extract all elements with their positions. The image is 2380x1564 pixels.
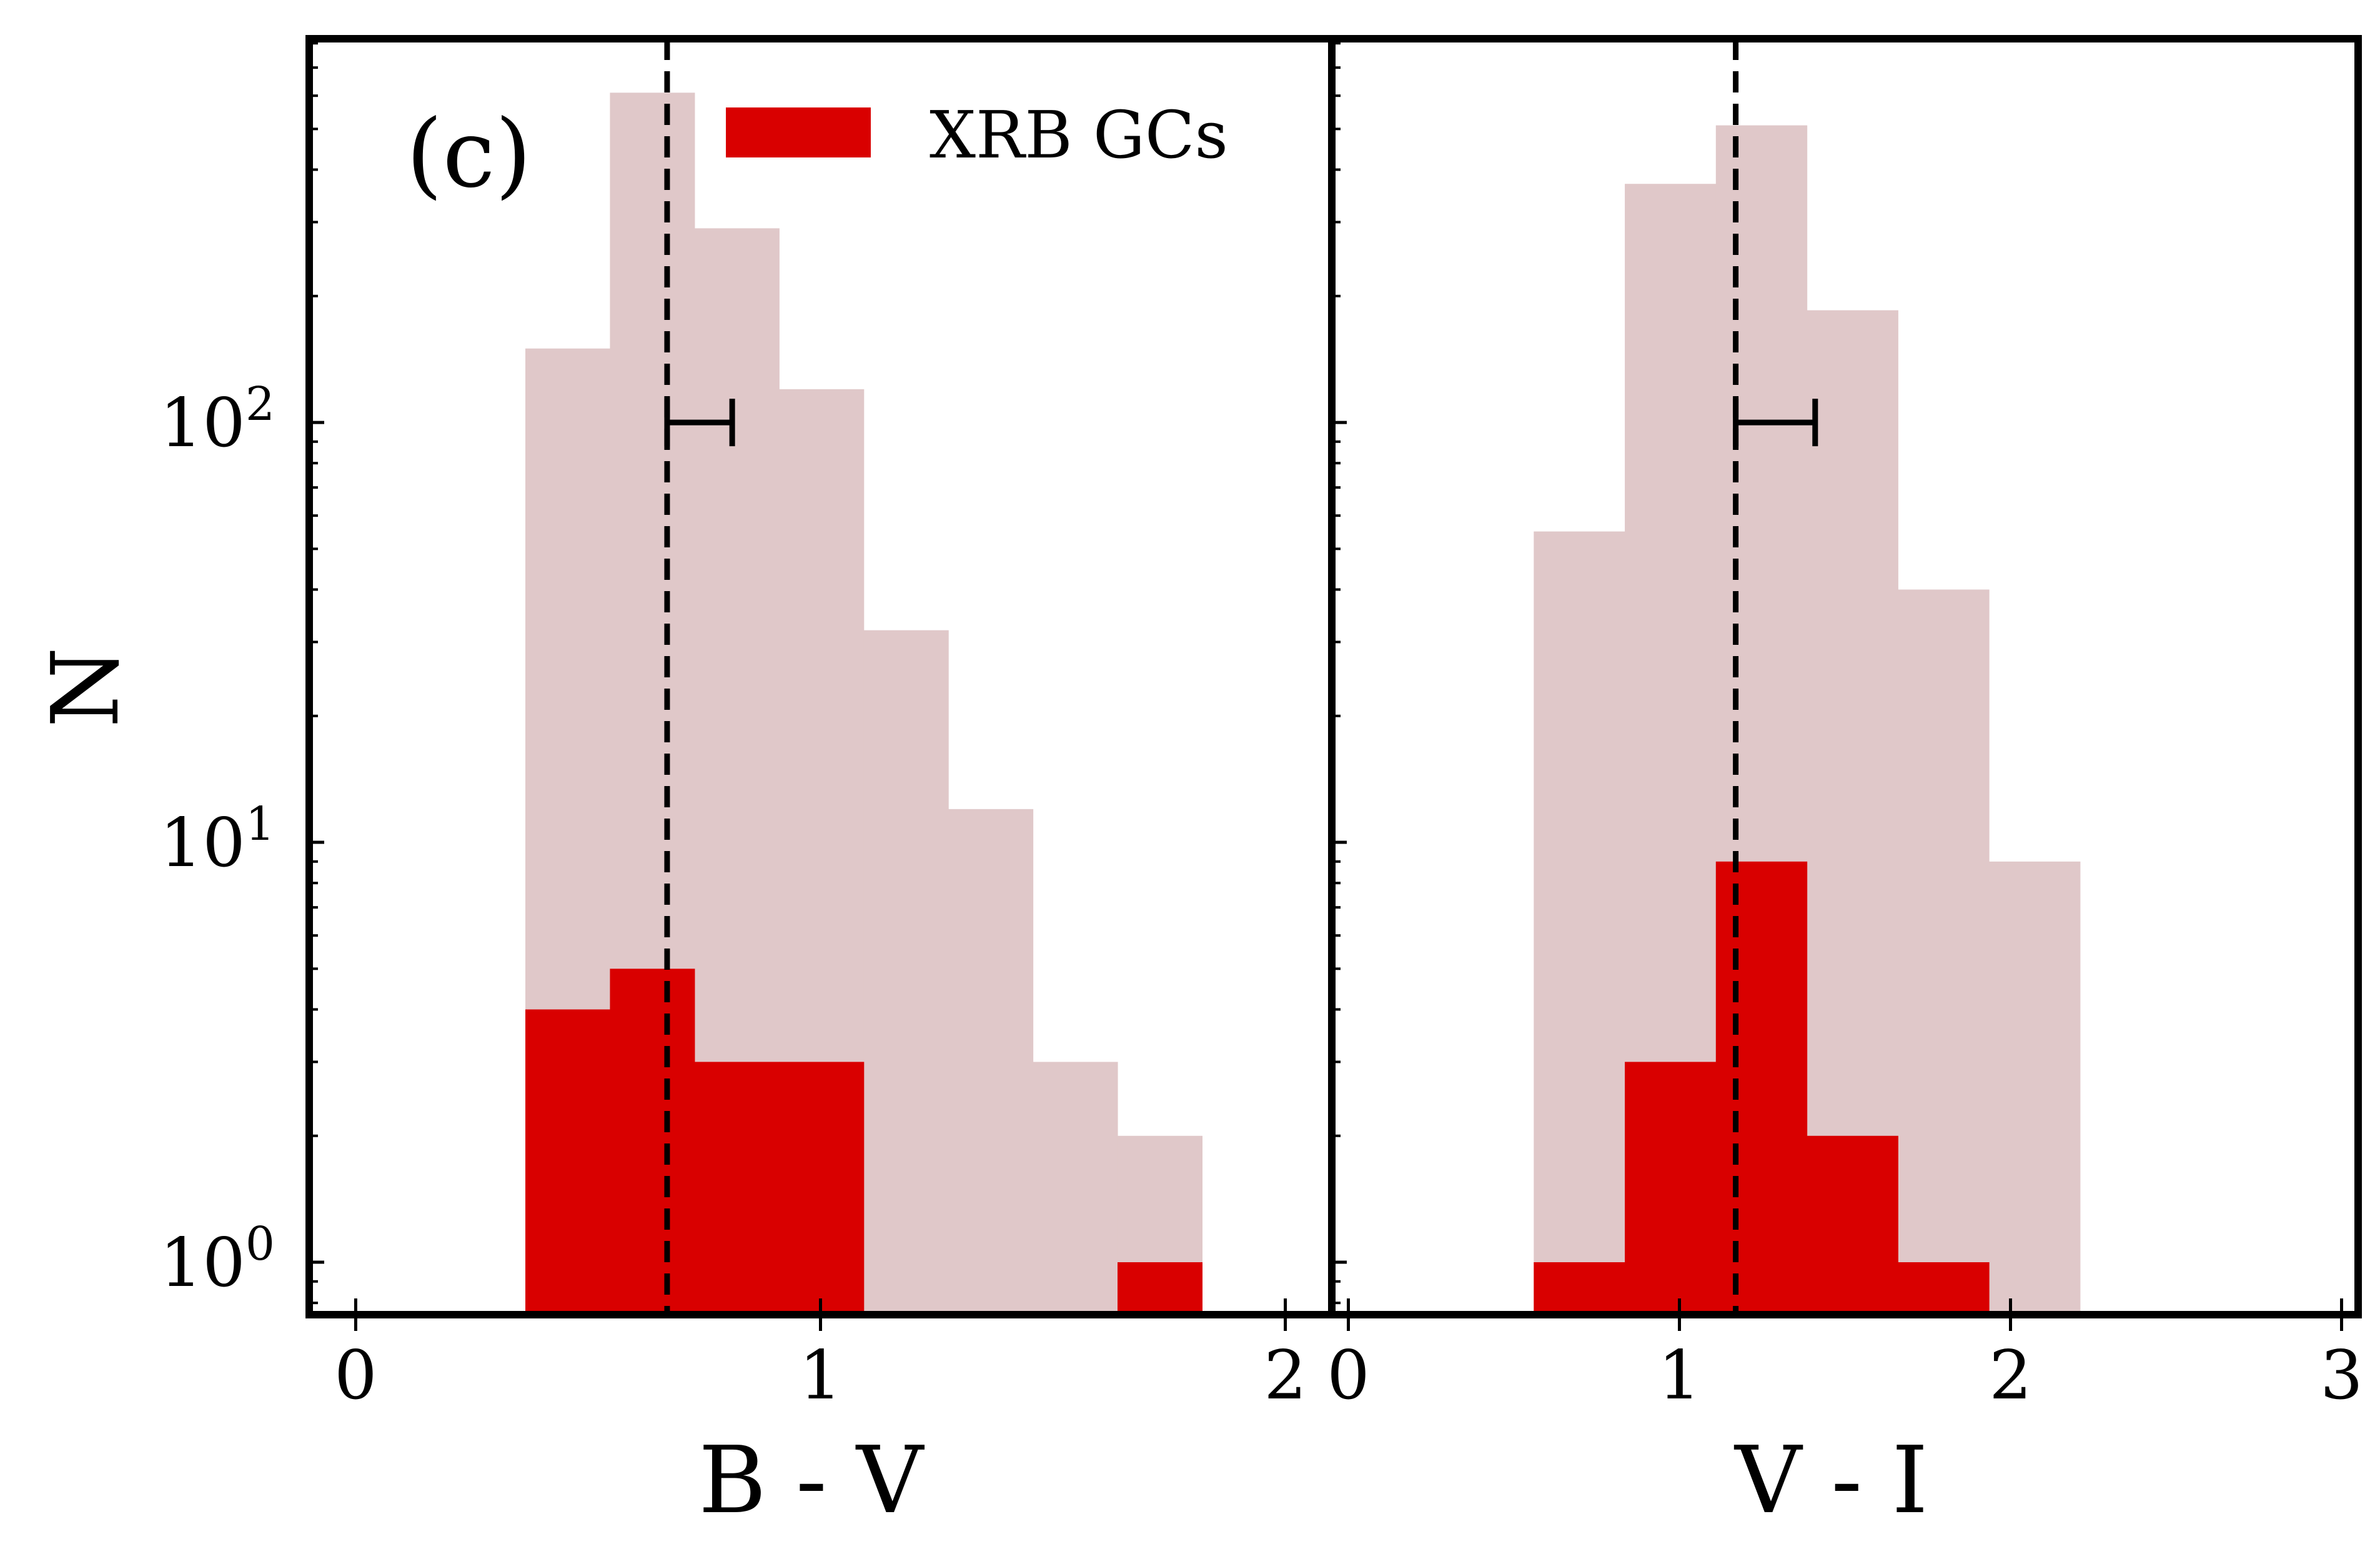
y-tick-label: 101 [159, 797, 275, 882]
x-tick-label: 2 [1264, 1337, 1307, 1415]
panel-v-i: 0 1 2 3 [1327, 35, 2363, 1415]
bar-all-gcs-1 [1534, 531, 1625, 1315]
bar-xrb-gcs-2 [1625, 1062, 1717, 1315]
error-bar [1733, 399, 1818, 447]
bar-xrb-gcs-4 [1807, 1135, 1898, 1315]
bar-xrb-gcs-1 [525, 1009, 611, 1315]
y-axis-title: N [32, 647, 139, 728]
y-tick-label: 100 [159, 1217, 275, 1302]
bar-all-gcs-6 [1989, 861, 2081, 1315]
legend-label-xrb-gcs: XRB GCs [930, 97, 1228, 173]
x-tick-label: 2 [1989, 1337, 2032, 1415]
x-tick-label: 3 [2320, 1337, 2363, 1415]
bar-xrb-gcs-8 [1117, 1262, 1202, 1315]
x-tick-label: 0 [334, 1337, 377, 1415]
x-axis-title-b-v: B - V [698, 1427, 925, 1534]
panel-b-v: 0 1 2 100 101 102 [159, 35, 1336, 1415]
bar-all-gcs-5 [863, 630, 949, 1315]
x-tick-label: 0 [1327, 1337, 1370, 1415]
error-bar [664, 399, 735, 447]
panel-frame [1328, 35, 2362, 1318]
bar-xrb-gcs-2 [610, 969, 695, 1315]
y-tick-label: 102 [159, 377, 275, 462]
bar-all-gcs-7 [1033, 1062, 1118, 1315]
panel-label: (c) [406, 100, 532, 209]
x-tick-label: 1 [1658, 1337, 1701, 1415]
bar-xrb-gcs-4 [779, 1062, 865, 1315]
legend: XRB GCs [726, 97, 1228, 173]
bar-xrb-gcs-3 [1715, 861, 1808, 1315]
x-tick-label: 1 [799, 1337, 842, 1415]
x-axis-title-v-i: V - I [1733, 1427, 1928, 1534]
bar-xrb-gcs-1 [1534, 1262, 1625, 1315]
bar-xrb-gcs-3 [694, 1062, 780, 1315]
legend-swatch-xrb-gcs [726, 107, 871, 157]
bar-xrb-gcs-5 [1898, 1262, 1990, 1315]
bar-all-gcs-6 [948, 809, 1034, 1315]
bar-all-gcs-5 [1898, 589, 1990, 1315]
